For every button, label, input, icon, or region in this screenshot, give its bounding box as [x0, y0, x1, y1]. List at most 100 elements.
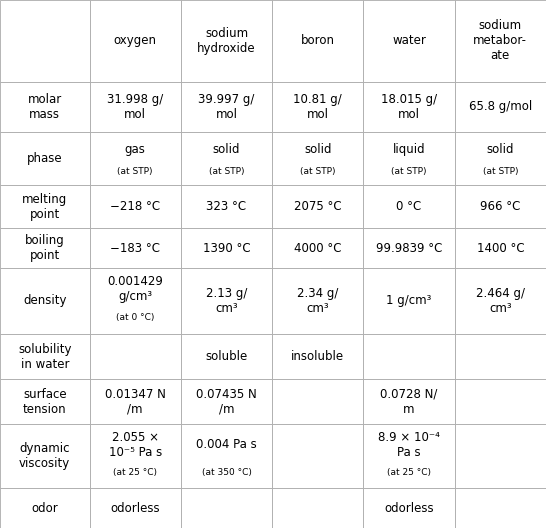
Text: 1400 °C: 1400 °C [477, 241, 524, 254]
Text: gas: gas [125, 143, 146, 156]
Text: 65.8 g/mol: 65.8 g/mol [468, 100, 532, 114]
Bar [364, 488, 455, 528]
Bar [455, 185, 546, 228]
Text: soluble: soluble [205, 350, 248, 363]
Text: 10.81 g/
mol: 10.81 g/ mol [293, 93, 342, 121]
Text: oxygen: oxygen [114, 34, 157, 48]
Text: (at STP): (at STP) [391, 167, 427, 176]
Bar [181, 133, 272, 185]
Text: (at STP): (at STP) [300, 167, 336, 176]
Bar [455, 0, 546, 81]
Bar [181, 228, 272, 268]
Text: 0.001429
g/cm³: 0.001429 g/cm³ [107, 275, 163, 303]
Text: (at 25 °C): (at 25 °C) [113, 468, 157, 477]
Bar [90, 379, 181, 425]
Bar [90, 228, 181, 268]
Bar [455, 81, 546, 133]
Bar [181, 379, 272, 425]
Text: molar
mass: molar mass [28, 93, 62, 121]
Text: (at 0 °C): (at 0 °C) [116, 313, 155, 322]
Text: solubility
in water: solubility in water [18, 343, 72, 371]
Text: boron: boron [301, 34, 335, 48]
Bar [272, 379, 364, 425]
Bar [0, 488, 90, 528]
Bar [90, 81, 181, 133]
Text: 2.464 g/
cm³: 2.464 g/ cm³ [476, 287, 525, 315]
Bar [455, 425, 546, 488]
Text: 1 g/cm³: 1 g/cm³ [387, 295, 432, 307]
Bar [181, 185, 272, 228]
Text: 966 °C: 966 °C [480, 200, 520, 213]
Bar [364, 133, 455, 185]
Text: −218 °C: −218 °C [110, 200, 161, 213]
Bar [272, 334, 364, 379]
Text: liquid: liquid [393, 143, 425, 156]
Text: −183 °C: −183 °C [110, 241, 160, 254]
Bar [364, 228, 455, 268]
Bar [90, 133, 181, 185]
Bar [455, 133, 546, 185]
Text: 18.015 g/
mol: 18.015 g/ mol [381, 93, 437, 121]
Text: (at STP): (at STP) [117, 167, 153, 176]
Bar [0, 0, 90, 81]
Bar [272, 81, 364, 133]
Bar [272, 0, 364, 81]
Bar [0, 81, 90, 133]
Text: solid: solid [304, 143, 331, 156]
Bar [0, 425, 90, 488]
Bar [181, 488, 272, 528]
Bar [90, 185, 181, 228]
Bar [455, 379, 546, 425]
Bar [181, 81, 272, 133]
Bar [90, 425, 181, 488]
Text: 0.0728 N/
m: 0.0728 N/ m [381, 388, 438, 416]
Text: phase: phase [27, 152, 63, 165]
Text: 0 °C: 0 °C [396, 200, 422, 213]
Bar [181, 425, 272, 488]
Bar [455, 334, 546, 379]
Text: 31.998 g/
mol: 31.998 g/ mol [107, 93, 163, 121]
Bar [90, 488, 181, 528]
Text: (at STP): (at STP) [483, 167, 518, 176]
Bar [0, 379, 90, 425]
Bar [90, 0, 181, 81]
Text: dynamic
viscosity: dynamic viscosity [19, 442, 70, 470]
Text: sodium
metabor-
ate: sodium metabor- ate [473, 20, 527, 62]
Text: (at 350 °C): (at 350 °C) [201, 468, 251, 477]
Text: 2.34 g/
cm³: 2.34 g/ cm³ [297, 287, 339, 315]
Text: 99.9839 °C: 99.9839 °C [376, 241, 442, 254]
Bar [364, 81, 455, 133]
Bar [455, 488, 546, 528]
Bar [364, 0, 455, 81]
Text: 2075 °C: 2075 °C [294, 200, 342, 213]
Bar [272, 185, 364, 228]
Bar [272, 488, 364, 528]
Bar [364, 379, 455, 425]
Bar [364, 185, 455, 228]
Text: 0.07435 N
/m: 0.07435 N /m [196, 388, 257, 416]
Bar [181, 0, 272, 81]
Text: solid: solid [213, 143, 240, 156]
Bar [0, 133, 90, 185]
Text: odorless: odorless [384, 502, 434, 515]
Text: sodium
hydroxide: sodium hydroxide [197, 27, 256, 55]
Bar [364, 334, 455, 379]
Text: 0.01347 N
/m: 0.01347 N /m [105, 388, 165, 416]
Text: solid: solid [486, 143, 514, 156]
Bar [272, 228, 364, 268]
Bar [272, 268, 364, 334]
Bar [90, 334, 181, 379]
Text: density: density [23, 295, 67, 307]
Text: odorless: odorless [110, 502, 160, 515]
Text: 0.004 Pa s: 0.004 Pa s [196, 438, 257, 451]
Text: melting
point: melting point [22, 193, 67, 221]
Text: surface
tension: surface tension [23, 388, 67, 416]
Bar [181, 334, 272, 379]
Bar [0, 228, 90, 268]
Text: 8.9 × 10⁻⁴
Pa s: 8.9 × 10⁻⁴ Pa s [378, 431, 440, 459]
Text: boiling
point: boiling point [25, 234, 64, 262]
Bar [90, 268, 181, 334]
Text: 1390 °C: 1390 °C [203, 241, 250, 254]
Bar [364, 268, 455, 334]
Text: insoluble: insoluble [291, 350, 345, 363]
